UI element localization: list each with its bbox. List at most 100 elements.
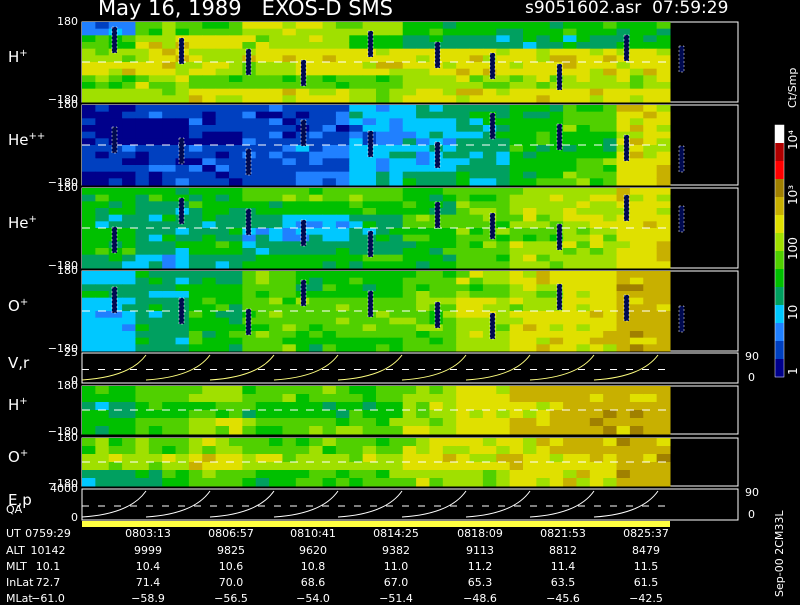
heatmap-cell xyxy=(349,478,364,487)
ephemeris-value: 10.8 xyxy=(300,560,326,573)
heatmap-cell xyxy=(242,291,257,299)
heatmap-cell xyxy=(335,234,350,242)
heatmap-cell xyxy=(482,221,497,229)
heatmap-cell xyxy=(202,125,217,133)
heatmap-cell xyxy=(402,304,417,312)
heatmap-cell xyxy=(402,261,417,269)
heatmap-cell xyxy=(282,208,297,216)
heatmap-cell xyxy=(82,317,96,325)
heatmap-cell xyxy=(643,331,658,339)
heatmap-cell xyxy=(162,214,177,222)
heatmap-cell xyxy=(215,277,230,285)
heatmap-cell xyxy=(295,55,310,63)
heatmap-cell xyxy=(95,55,110,63)
heatmap-cell xyxy=(135,221,150,229)
heatmap-cell xyxy=(496,68,511,76)
heatmap-cell xyxy=(335,337,350,345)
heatmap-cell xyxy=(108,261,123,269)
pitch-marker xyxy=(300,59,307,87)
heatmap-cell xyxy=(482,470,497,479)
heatmap-cell xyxy=(135,386,150,395)
heatmap-cell xyxy=(135,95,150,103)
heatmap-cell xyxy=(456,317,471,325)
pitch-marker xyxy=(678,305,685,333)
heatmap-cell xyxy=(589,28,604,36)
heatmap-cell xyxy=(536,201,551,209)
heatmap-cell xyxy=(616,337,631,345)
heatmap-cell xyxy=(362,88,377,96)
heatmap-cell xyxy=(202,462,217,471)
heatmap-cell xyxy=(269,402,283,411)
heatmap-cell xyxy=(536,165,551,173)
heatmap-cell xyxy=(135,241,150,249)
heatmap-cell xyxy=(456,42,471,50)
heatmap-cell xyxy=(95,42,110,50)
heatmap-cell xyxy=(215,297,230,305)
heatmap-cell xyxy=(295,105,310,113)
heatmap-cell xyxy=(442,331,457,339)
heatmap-cell xyxy=(629,138,644,146)
ephemeris-value: 10142 xyxy=(30,544,66,557)
heatmap-cell xyxy=(589,241,604,249)
heatmap-cell xyxy=(215,304,230,312)
heatmap-cell xyxy=(215,75,230,83)
ramp-curve xyxy=(209,354,275,381)
heatmap-cell xyxy=(563,28,577,36)
heatmap-cell xyxy=(122,291,136,299)
heatmap-cell xyxy=(362,418,377,427)
heatmap-cell xyxy=(175,324,190,332)
heatmap-cell xyxy=(95,394,110,403)
heatmap-cell xyxy=(188,386,203,395)
heatmap-cell xyxy=(643,111,658,119)
heatmap-cell xyxy=(135,331,150,339)
heatmap-cell xyxy=(482,426,497,435)
heatmap-cell xyxy=(349,95,364,103)
heatmap-cell xyxy=(269,131,283,139)
heatmap-cell xyxy=(523,284,537,292)
heatmap-cell xyxy=(215,145,230,153)
heatmap-cell xyxy=(616,261,631,269)
heatmap-cell xyxy=(603,297,618,305)
heatmap-cell xyxy=(442,48,457,56)
axis-tick-top: 25 xyxy=(64,346,78,359)
heatmap-cell xyxy=(162,311,177,319)
heatmap-cell xyxy=(82,454,96,463)
ramp-curve xyxy=(81,490,147,518)
heatmap-cell xyxy=(349,426,364,435)
heatmap-cell xyxy=(402,478,417,487)
heatmap-cell xyxy=(416,317,430,325)
ephemeris-value: −54.0 xyxy=(296,592,330,605)
heatmap-cell xyxy=(643,454,658,463)
heatmap-cell xyxy=(362,194,377,202)
heatmap-cell xyxy=(242,42,257,50)
heatmap-cell xyxy=(82,297,96,305)
heatmap-cell xyxy=(563,317,577,325)
heatmap-cell xyxy=(589,438,604,447)
heatmap-cell xyxy=(95,284,110,292)
heatmap-cell xyxy=(95,178,110,186)
heatmap-cell xyxy=(629,158,644,166)
heatmap-cell xyxy=(549,118,564,126)
heatmap-cell xyxy=(616,145,631,153)
heatmap-cell xyxy=(376,254,390,262)
heatmap-cell xyxy=(215,48,230,56)
heatmap-cell xyxy=(629,194,644,202)
heatmap-cell xyxy=(202,418,217,427)
heatmap-cell xyxy=(376,208,390,216)
heatmap-cell xyxy=(162,221,177,229)
heatmap-cell xyxy=(442,55,457,63)
heatmap-cell xyxy=(215,446,230,455)
heatmap-cell xyxy=(148,418,163,427)
heatmap-cell xyxy=(563,470,577,479)
heatmap-cell xyxy=(376,234,390,242)
heatmap-cell xyxy=(269,410,283,419)
heatmap-cell xyxy=(523,241,537,249)
heatmap-cell xyxy=(82,402,96,411)
pitch-marker xyxy=(556,283,563,311)
heatmap-cell xyxy=(643,55,658,63)
heatmap-cell xyxy=(335,188,350,196)
heatmap-cell xyxy=(135,462,150,471)
heatmap-cell xyxy=(416,28,430,36)
heatmap-cell xyxy=(536,82,551,90)
heatmap-cell xyxy=(229,75,243,83)
